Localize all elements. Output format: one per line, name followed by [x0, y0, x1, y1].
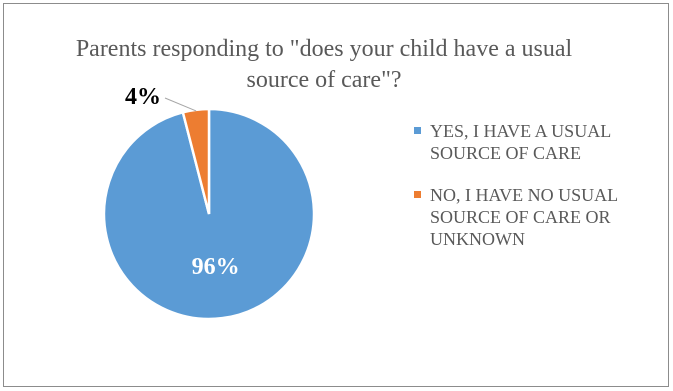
data-label-no: 4% — [125, 84, 161, 110]
pie-slice-no — [181, 107, 211, 215]
legend-label-no: NO, I HAVE NO USUAL SOURCE OF CARE OR UN… — [430, 185, 618, 249]
chart-title: Parents responding to "does your child h… — [75, 36, 573, 93]
legend-label-yes: YES, I HAVE A USUAL SOURCE OF CARE — [430, 121, 611, 163]
legend: YES, I HAVE A USUAL SOURCE OF CARE NO, I… — [414, 120, 664, 270]
legend-item-no: NO, I HAVE NO USUAL SOURCE OF CARE OR UN… — [414, 184, 664, 250]
data-label-yes: 96% — [192, 254, 240, 280]
legend-item-yes: YES, I HAVE A USUAL SOURCE OF CARE — [414, 120, 664, 164]
legend-swatch-no — [414, 191, 421, 198]
legend-swatch-yes — [414, 127, 421, 134]
leader-line — [164, 97, 197, 112]
